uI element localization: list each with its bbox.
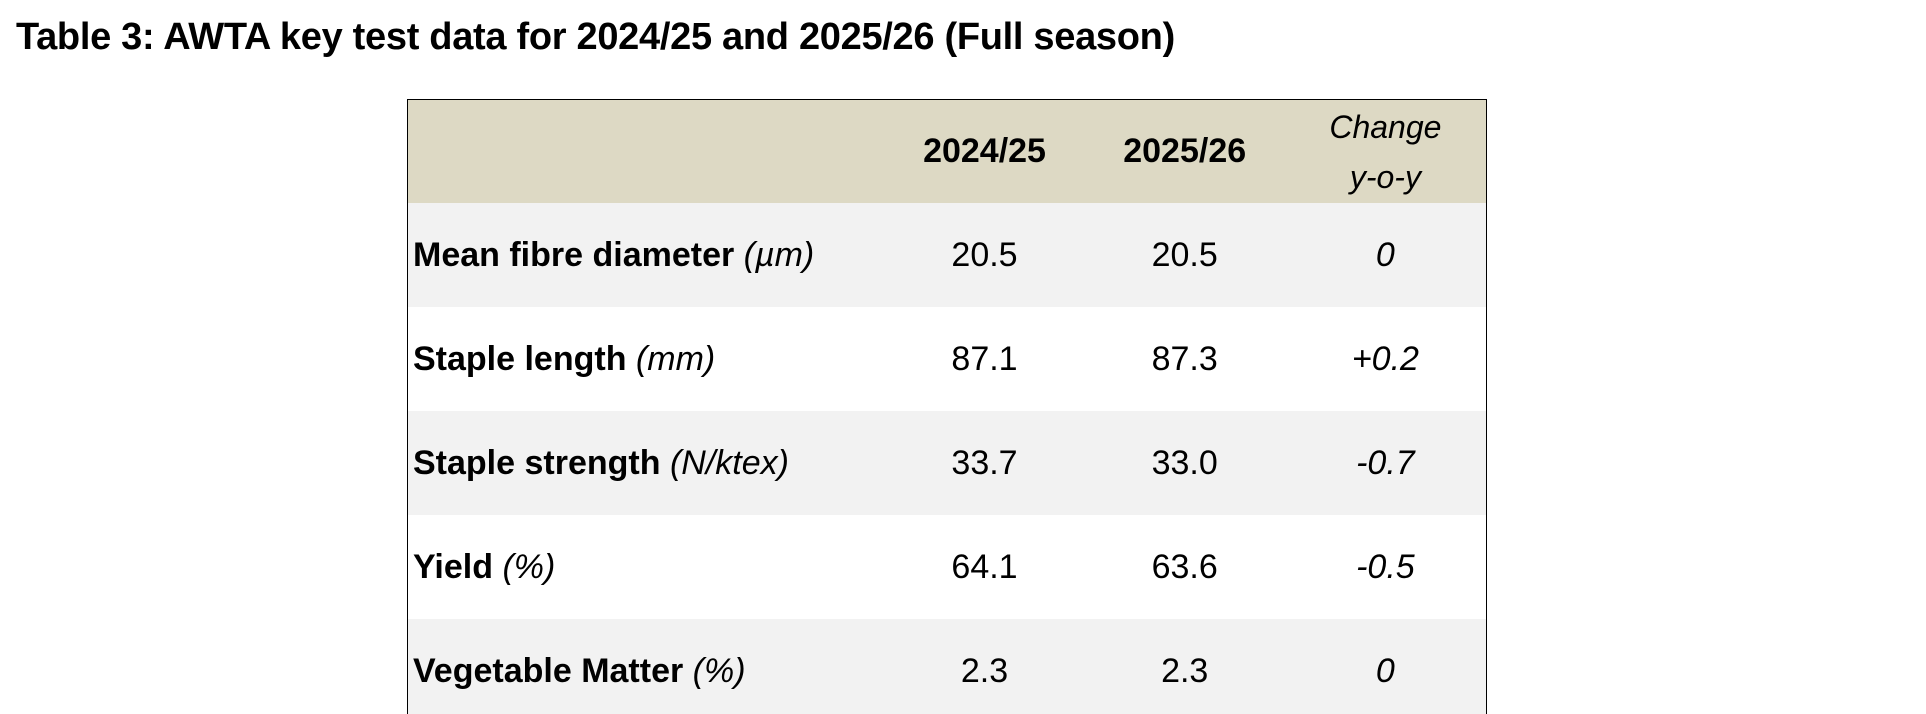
row-label: Yield (%) [408,515,884,619]
row-name: Yield [413,547,493,586]
cell-year-2025-26: 20.5 [1151,235,1218,274]
row-name: Mean fibre diameter [413,235,735,274]
table-row: Staple length (mm) 87.1 87.3 +0.2 [408,307,1486,411]
cell-year-2024-25: 87.1 [951,339,1018,378]
row-label: Vegetable Matter (%) [408,619,884,714]
cell-year-2025-26: 63.6 [1151,547,1218,586]
row-name: Vegetable Matter [413,651,684,690]
cell-year-2024-25: 20.5 [951,235,1018,274]
row-name: Staple strength [413,443,661,482]
cell-change: +0.2 [1351,339,1419,378]
cell-change: -0.5 [1356,547,1415,586]
table-row: Staple strength (N/ktex) 33.7 33.0 -0.7 [408,411,1486,515]
row-label: Staple length (mm) [408,307,884,411]
cell-year-2025-26: 2.3 [1161,651,1209,690]
row-unit: (N/ktex) [669,443,789,482]
cell-year-2024-25: 2.3 [960,651,1009,690]
key-test-table: 2024/25 2025/26 Change y-o-y Mean fibre … [408,100,1486,714]
cell-change: -0.7 [1356,443,1415,482]
cell-year-2025-26: 33.0 [1151,443,1218,482]
cell-change: 0 [1375,651,1395,690]
row-label: Staple strength (N/ktex) [408,411,884,515]
row-unit: (µm) [743,235,815,274]
table-title: Table 3: AWTA key test data for 2024/25 … [16,16,1175,58]
cell-year-2024-25: 64.1 [951,547,1018,586]
table-row: Yield (%) 64.1 63.6 -0.5 [408,515,1486,619]
row-unit: (%) [502,547,556,586]
table-header-row: 2024/25 2025/26 Change y-o-y [408,100,1486,203]
cell-year-2025-26: 87.3 [1151,339,1218,378]
header-change-line2: y-o-y [1349,158,1421,195]
header-label [408,100,884,203]
header-year-2025-26: 2025/26 [1123,131,1247,170]
row-label: Mean fibre diameter (µm) [408,203,884,307]
header-change-yoy: Change y-o-y [1285,100,1486,203]
table-row: Mean fibre diameter (µm) 20.5 20.5 0 [408,203,1486,307]
cell-year-2024-25: 33.7 [951,443,1018,482]
header-year-2024-25: 2024/25 [923,131,1046,170]
data-table: 2024/25 2025/26 Change y-o-y Mean fibre … [407,99,1487,714]
table-row: Vegetable Matter (%) 2.3 2.3 0 [408,619,1486,714]
cell-change: 0 [1375,235,1395,274]
row-unit: (mm) [635,339,716,378]
header-change-line1: Change [1329,108,1442,145]
row-name: Staple length [413,339,627,378]
row-unit: (%) [692,651,746,690]
